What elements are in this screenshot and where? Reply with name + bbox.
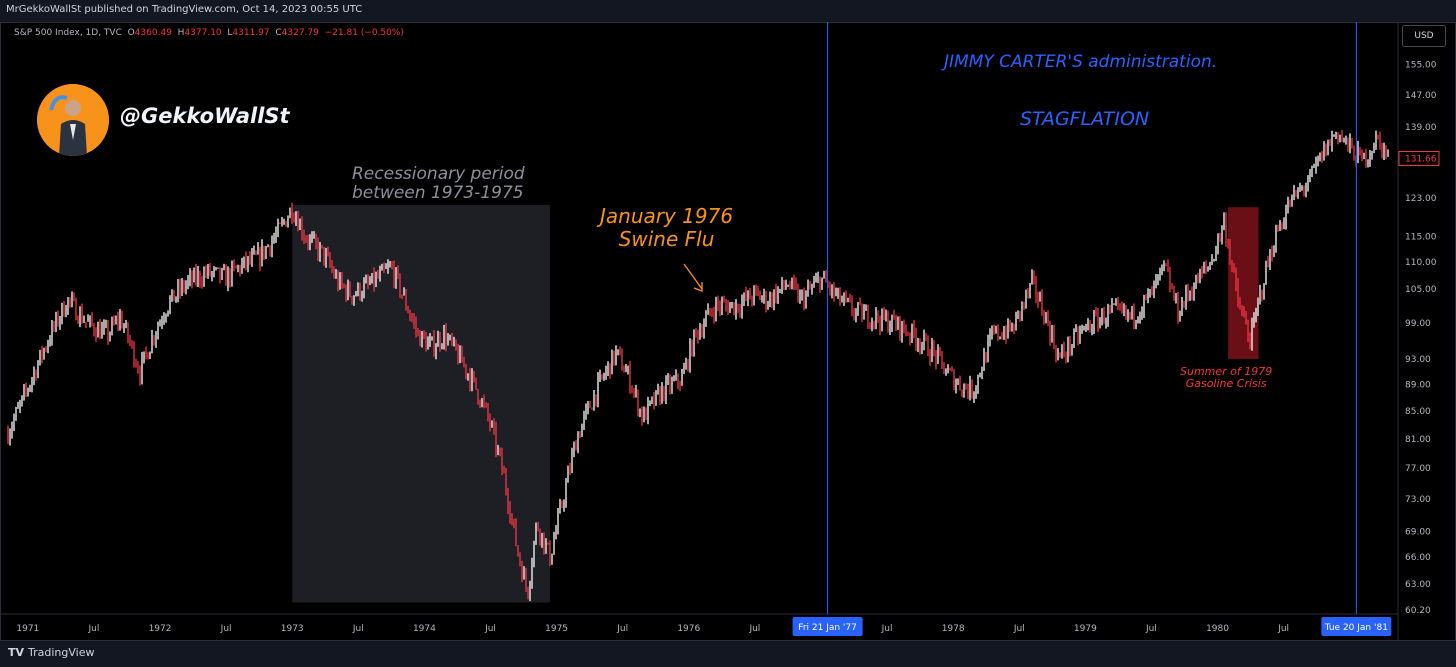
price-tick-label: 81.00	[1405, 435, 1431, 445]
tradingview-logo[interactable]: 𝗧𝗩 TradingView	[8, 646, 95, 659]
price-tick-label: 99.00	[1405, 319, 1431, 329]
time-tick-label: 1975	[545, 624, 568, 634]
time-tick-label: Jul	[220, 624, 232, 634]
recession-line-2: between 1973-1975	[352, 183, 524, 203]
gasoline-crisis-annotation: Summer of 1979 Gasoline Crisis	[1180, 366, 1272, 390]
time-tick-label: Jul	[1145, 624, 1157, 634]
time-tick-label: Jul	[352, 624, 364, 634]
symbol-name[interactable]: S&P 500 Index, 1D, TVC	[14, 28, 122, 38]
high-value: 4377.10	[184, 28, 222, 38]
swine-flu-arrow	[683, 263, 703, 290]
price-tick-label: 123.00	[1405, 194, 1437, 204]
stagflation-annotation: STAGFLATION	[1020, 108, 1150, 130]
gas-line-1: Summer of 1979	[1180, 365, 1273, 378]
time-tick-label: Jul	[484, 624, 496, 634]
low-value: 4311.97	[232, 28, 270, 38]
price-tick-label: 69.00	[1405, 527, 1431, 537]
marker-date-label: Fri 21 Jan '77	[798, 623, 857, 633]
price-tick-label: 115.00	[1405, 233, 1437, 243]
price-tick-label: 155.00	[1405, 60, 1437, 70]
carter-annotation: JIMMY CARTER'S administration.	[944, 52, 1218, 72]
price-tick-label: 110.00	[1405, 258, 1437, 268]
close-value: 4327.79	[281, 28, 319, 38]
swine-flu-arrow-head	[693, 282, 703, 292]
gas-line-2: Gasoline Crisis	[1185, 377, 1267, 390]
price-tick-label: 89.00	[1405, 380, 1431, 390]
ohlc-legend: S&P 500 Index, 1D, TVC O4360.49 H4377.10…	[14, 28, 404, 38]
price-tick-label: 105.00	[1405, 285, 1437, 295]
footer-bar: 𝗧𝗩 TradingView	[0, 640, 1456, 667]
swine-flu-annotation: January 1976 Swine Flu	[600, 205, 733, 251]
tv-logo-text: TradingView	[28, 646, 95, 659]
low-label: L	[227, 28, 233, 38]
last-price-badge	[1398, 150, 1440, 166]
publish-bar: MrGekkoWallSt published on TradingView.c…	[0, 0, 1456, 23]
swine-line-2: Swine Flu	[618, 227, 715, 251]
time-tick-label: Jul	[87, 624, 99, 634]
high-label: H	[177, 28, 185, 38]
price-tick-label: 73.00	[1405, 495, 1431, 505]
price-tick-label: 63.00	[1405, 580, 1431, 590]
open-label: O	[127, 28, 135, 38]
author-handle: @GekkoWallSt	[120, 104, 290, 128]
price-tick-label: 139.00	[1405, 123, 1437, 133]
time-tick-label: 1971	[16, 624, 39, 634]
marker-date-label: Tue 20 Jan '81	[1324, 623, 1388, 633]
price-tick-label: 66.00	[1405, 553, 1431, 563]
price-tick-label: 85.00	[1405, 407, 1431, 417]
open-value: 4360.49	[134, 28, 172, 38]
currency-button[interactable]: USD	[1402, 25, 1446, 47]
price-tick-label: 93.00	[1405, 355, 1431, 365]
marker-date-badge	[1321, 617, 1392, 636]
swine-line-1: January 1976	[600, 204, 734, 228]
time-tick-label: 1973	[281, 624, 304, 634]
tv-logo-icon: 𝗧𝗩	[8, 646, 25, 659]
time-tick-label: Jul	[881, 624, 893, 634]
avatar	[37, 84, 109, 156]
publish-info: MrGekkoWallSt published on TradingView.c…	[6, 4, 363, 15]
recession-annotation: Recessionary period between 1973-1975	[352, 165, 525, 203]
time-tick-label: 1976	[677, 624, 700, 634]
time-tick-label: 1978	[942, 624, 965, 634]
marker-date-badge	[792, 617, 863, 636]
time-tick-label: 1974	[413, 624, 436, 634]
time-tick-label: Jul	[1277, 624, 1289, 634]
time-tick-label: 1979	[1074, 624, 1097, 634]
change-value: −21.81 (−0.50%)	[324, 28, 404, 38]
price-tick-label: 147.00	[1405, 91, 1437, 101]
price-tick-label: 60.20	[1405, 606, 1431, 616]
price-tick-label: 77.00	[1405, 464, 1431, 474]
time-tick-label: 1972	[149, 624, 172, 634]
time-tick-label: Jul	[748, 624, 760, 634]
recession-line-1: Recessionary period	[352, 164, 525, 184]
time-tick-label: Jul	[1013, 624, 1025, 634]
close-label: C	[275, 28, 282, 38]
recession-shade	[292, 204, 550, 603]
time-tick-label: 1980	[1206, 624, 1229, 634]
time-tick-label: Jul	[616, 624, 628, 634]
gasoline-crisis-shade	[1228, 207, 1259, 360]
last-price-label: 131.66	[1405, 154, 1437, 164]
